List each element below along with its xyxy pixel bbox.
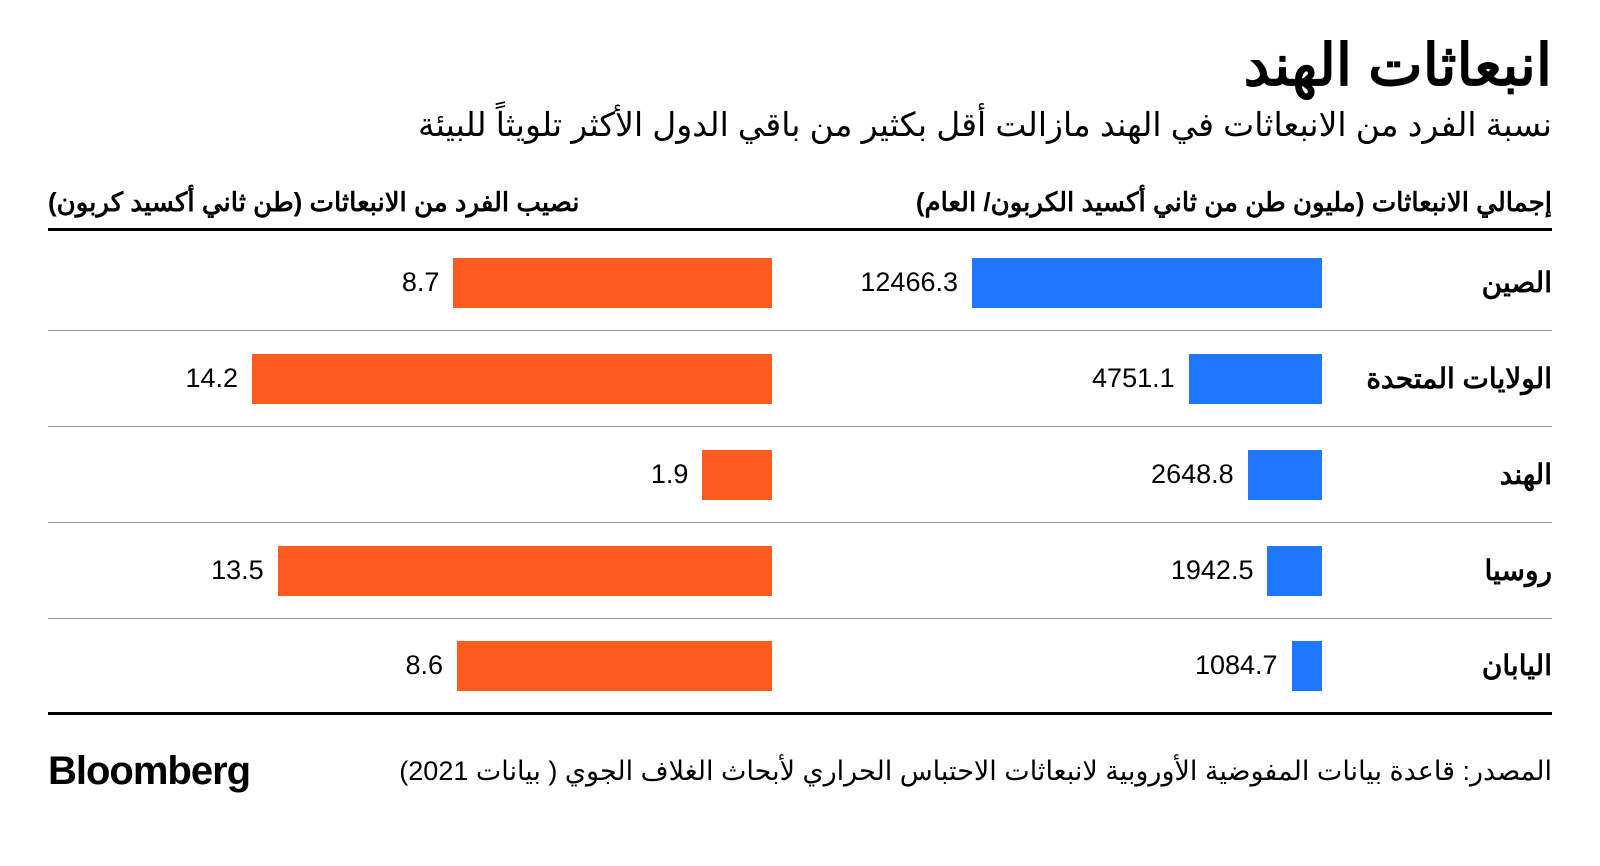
total-value: 2648.8 xyxy=(1151,459,1234,490)
total-bar-cell: 2648.8 xyxy=(772,450,1322,500)
percap-bar-cell: 13.5 xyxy=(48,546,772,596)
column-headers: إجمالي الانبعاثات (مليون طن من ثاني أكسي… xyxy=(48,187,1552,231)
country-label: الولايات المتحدة xyxy=(1322,362,1552,395)
total-bar xyxy=(972,258,1322,308)
country-label: روسيا xyxy=(1322,554,1552,587)
percap-bar-cell: 1.9 xyxy=(48,450,772,500)
total-bar xyxy=(1189,354,1322,404)
chart-title: انبعاثات الهند xyxy=(48,36,1552,97)
percap-bar xyxy=(278,546,772,596)
total-value: 4751.1 xyxy=(1092,363,1175,394)
total-bar xyxy=(1292,641,1322,691)
percap-bar-cell: 8.7 xyxy=(48,258,772,308)
total-bar-cell: 1942.5 xyxy=(772,546,1322,596)
total-value: 1084.7 xyxy=(1195,650,1278,681)
table-row: روسيا 1942.5 13.5 xyxy=(48,523,1552,619)
total-bar-cell: 1084.7 xyxy=(772,641,1322,691)
total-bar-cell: 12466.3 xyxy=(772,258,1322,308)
percap-value: 8.6 xyxy=(406,650,444,681)
brand-logo: Bloomberg xyxy=(48,749,250,794)
country-label: اليابان xyxy=(1322,649,1552,682)
table-row: الصين 12466.3 8.7 xyxy=(48,235,1552,331)
percap-bar xyxy=(453,258,772,308)
table-row: الولايات المتحدة 4751.1 14.2 xyxy=(48,331,1552,427)
emissions-chart: انبعاثات الهند نسبة الفرد من الانبعاثات … xyxy=(0,0,1600,866)
total-value: 1942.5 xyxy=(1171,555,1254,586)
total-bar xyxy=(1248,450,1322,500)
percap-bar xyxy=(252,354,772,404)
total-bar xyxy=(1267,546,1322,596)
percap-value: 1.9 xyxy=(651,459,689,490)
percap-bar xyxy=(702,450,772,500)
source-text: المصدر: قاعدة بيانات المفوضية الأوروبية … xyxy=(399,756,1552,787)
percap-value: 13.5 xyxy=(211,555,264,586)
table-row: اليابان 1084.7 8.6 xyxy=(48,619,1552,715)
percap-bar xyxy=(457,641,772,691)
chart-footer: المصدر: قاعدة بيانات المفوضية الأوروبية … xyxy=(48,749,1552,794)
chart-subtitle: نسبة الفرد من الانبعاثات في الهند مازالت… xyxy=(48,103,1552,148)
country-label: الصين xyxy=(1322,266,1552,299)
col-header-total: إجمالي الانبعاثات (مليون طن من ثاني أكسي… xyxy=(772,187,1552,218)
col-header-percap: نصيب الفرد من الانبعاثات (طن ثاني أكسيد … xyxy=(48,187,772,218)
percap-bar-cell: 14.2 xyxy=(48,354,772,404)
data-rows: الصين 12466.3 8.7 الولايات المتحدة 4751.1 14.… xyxy=(48,235,1552,715)
total-bar-cell: 4751.1 xyxy=(772,354,1322,404)
percap-value: 14.2 xyxy=(185,363,238,394)
table-row: الهند 2648.8 1.9 xyxy=(48,427,1552,523)
percap-bar-cell: 8.6 xyxy=(48,641,772,691)
percap-value: 8.7 xyxy=(402,267,440,298)
country-label: الهند xyxy=(1322,458,1552,491)
total-value: 12466.3 xyxy=(860,267,958,298)
